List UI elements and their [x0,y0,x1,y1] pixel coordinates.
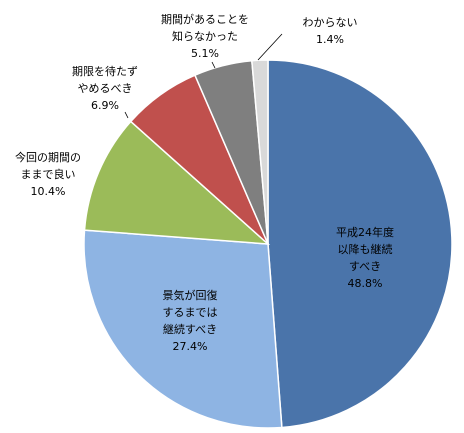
value-label: 6.9% [91,99,119,112]
pie-slice [267,59,453,429]
leader-line [257,33,283,61]
slice-label: 景気が回復するまでは継続すべき [163,288,218,336]
leader-line [124,111,129,119]
value-label: 27.4% [173,340,208,353]
slice-label: 期限を待たずやめるべき [72,64,138,95]
pie-slice [251,59,269,245]
value-label: 1.4% [316,33,344,46]
value-label: 10.4% [31,185,66,198]
slice-label: 今回の期間のままで良い [15,150,81,181]
value-label: 48.8% [348,277,383,290]
pie-slice [83,120,271,245]
slice-label: わからない [303,16,358,29]
slice-label: 平成24年度以降も継続すべき [336,225,394,273]
value-label: 5.1% [191,47,219,60]
leader-line [211,61,216,69]
pie-slice [83,229,283,429]
slice-label: 期間があることを知らなかった [161,12,249,43]
